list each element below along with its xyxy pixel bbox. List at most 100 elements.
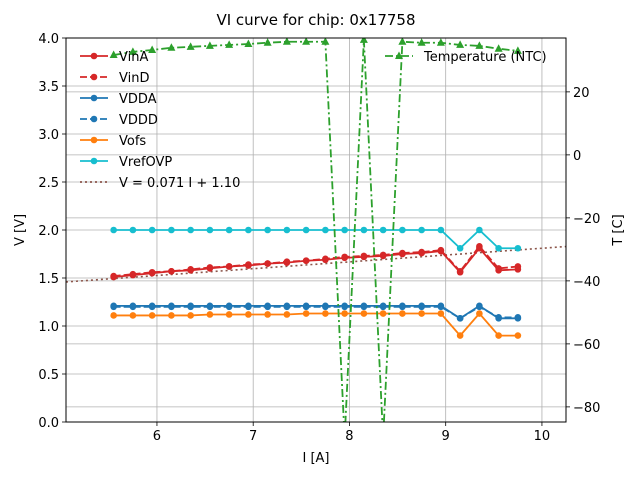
data-point-vofs xyxy=(437,310,445,317)
data-point-vrefovp xyxy=(110,226,117,234)
data-point-vddd xyxy=(168,303,175,311)
data-point-temperature-ntc xyxy=(417,38,426,46)
data-point-vrefovp xyxy=(514,244,522,252)
data-point-vofs xyxy=(110,312,117,319)
data-point-vind xyxy=(264,260,271,267)
data-point-vofs xyxy=(187,312,194,319)
data-point-vind xyxy=(206,264,214,271)
y-tick-label: 3.5 xyxy=(38,80,59,95)
series-line-vdda xyxy=(113,304,518,320)
data-point-vrefovp xyxy=(264,226,271,234)
data-point-vind xyxy=(476,243,483,250)
data-point-vofs xyxy=(379,310,387,317)
data-point-temperature-ntc xyxy=(456,40,465,48)
data-point-vind xyxy=(341,253,348,261)
data-point-vofs xyxy=(148,312,156,319)
y2-axis-label: T [C] xyxy=(611,214,626,246)
data-point-temperature-ntc xyxy=(148,45,157,53)
data-point-vofs xyxy=(456,332,464,339)
y-tick-label: 3.0 xyxy=(38,128,59,143)
data-point-vddd xyxy=(341,303,348,311)
series-line-vrefovp xyxy=(113,228,518,250)
data-point-vddd xyxy=(187,303,194,311)
data-point-vind xyxy=(418,248,425,256)
data-point-vofs xyxy=(302,310,310,317)
data-point-vofs xyxy=(476,310,483,317)
data-point-vddd xyxy=(379,303,387,311)
axes-frame xyxy=(65,37,567,423)
data-point-vrefovp xyxy=(148,226,156,234)
legend-label: VDDD xyxy=(119,113,158,128)
series-line-temperature-ntc xyxy=(113,39,518,422)
data-point-vrefovp xyxy=(245,226,252,234)
data-point-vddd xyxy=(476,303,483,311)
data-point-vrefovp xyxy=(360,226,368,234)
data-point-vind xyxy=(148,268,156,276)
axes: 6 7 8 9 10 0.0 0.5 1.0 1.5 2.0 2.5 3.0 3.5 4.0 20 0 −20 −… xyxy=(38,32,600,444)
data-point-vddd xyxy=(110,303,117,311)
data-point-vrefovp xyxy=(129,226,137,234)
data-point-vind xyxy=(283,258,291,265)
data-point-temperature-ntc xyxy=(321,38,330,45)
data-point-vind xyxy=(245,261,252,268)
data-point-vrefovp xyxy=(418,226,425,234)
data-point-vddd xyxy=(418,303,425,311)
data-point-temperature-ntc xyxy=(475,41,484,49)
series-line-vddd xyxy=(113,305,518,320)
data-point-vind xyxy=(302,257,310,265)
series-line-vofs xyxy=(113,312,518,337)
data-point-temperature-ntc xyxy=(167,43,176,51)
data-point-temperature-ntc xyxy=(494,44,503,52)
legend-label: V = 0.071 I + 1.10 xyxy=(119,176,240,191)
data-point-temperature-ntc xyxy=(436,38,445,46)
x-tick-label: 9 xyxy=(442,429,450,444)
legend-label: VinD xyxy=(119,71,149,86)
data-point-temperature-ntc xyxy=(109,50,118,59)
y-axis-label: V [V] xyxy=(13,214,28,246)
data-point-vind xyxy=(437,246,445,254)
y2-tick-label: −20 xyxy=(573,212,600,227)
legend-marker xyxy=(90,73,98,81)
data-point-vddd xyxy=(495,314,502,321)
legend-label: Temperature (NTC) xyxy=(423,50,547,65)
data-point-vddd xyxy=(264,303,271,311)
legend-marker xyxy=(90,94,98,102)
x-tick-label: 6 xyxy=(153,429,161,444)
data-point-vddd xyxy=(129,303,137,311)
data-point-vrefovp xyxy=(168,226,175,234)
legend-marker xyxy=(90,52,98,60)
data-point-vind xyxy=(456,267,464,275)
data-point-vind xyxy=(379,251,387,259)
data-point-vofs xyxy=(322,310,329,317)
y-tick-label: 4.0 xyxy=(38,32,59,47)
data-point-vddd xyxy=(206,303,214,311)
x-tick-label: 7 xyxy=(249,429,257,444)
data-point-vrefovp xyxy=(495,244,502,252)
legend-label: VrefOVP xyxy=(119,155,172,170)
data-point-vrefovp xyxy=(456,244,464,252)
data-point-temperature-ntc xyxy=(128,47,137,55)
data-point-temperature-ntc xyxy=(186,42,195,50)
plot-area xyxy=(66,38,566,422)
data-point-vofs xyxy=(283,311,291,318)
data-point-vrefovp xyxy=(322,226,329,234)
y-tick-label: 0.0 xyxy=(38,416,59,431)
data-point-temperature-ntc xyxy=(398,38,407,45)
data-point-temperature-ntc xyxy=(263,38,272,46)
data-point-vofs xyxy=(264,311,271,318)
data-point-vrefovp xyxy=(399,226,406,234)
data-point-vddd xyxy=(399,303,406,311)
y2-tick-label: −60 xyxy=(573,338,600,353)
data-point-vind xyxy=(399,249,406,257)
y-tick-label: 1.0 xyxy=(38,320,59,335)
legend-marker xyxy=(90,136,98,144)
data-point-vrefovp xyxy=(341,226,348,234)
data-point-vddd xyxy=(514,314,522,321)
data-point-vind xyxy=(514,263,522,270)
legend-marker xyxy=(90,157,98,165)
data-point-vind xyxy=(322,255,329,263)
y2-tick-label: 0 xyxy=(573,149,581,164)
data-point-vrefovp xyxy=(379,226,387,234)
data-point-vofs xyxy=(245,311,252,318)
